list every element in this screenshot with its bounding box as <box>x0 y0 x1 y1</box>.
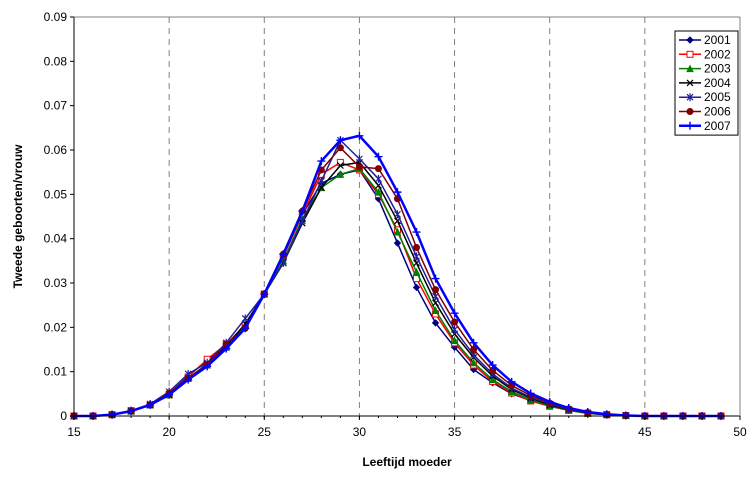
data-point <box>146 400 155 409</box>
y-tick-label: 0.02 <box>44 320 68 334</box>
y-tick-label: 0.03 <box>44 276 68 290</box>
data-point <box>355 131 364 140</box>
plot-area <box>74 17 740 416</box>
legend-label: 2006 <box>704 105 731 119</box>
data-point <box>336 162 344 169</box>
y-tick-label: 0 <box>60 409 67 423</box>
data-point <box>184 375 193 384</box>
grid-lines <box>168 17 646 416</box>
x-tick-label: 30 <box>353 425 367 439</box>
data-point <box>450 309 459 318</box>
data-point <box>412 267 421 276</box>
legend-label: 2005 <box>704 90 731 104</box>
data-point <box>241 324 250 333</box>
x-tick-label: 40 <box>543 425 557 439</box>
x-tick-label: 15 <box>67 425 81 439</box>
data-point <box>488 375 497 384</box>
data-point <box>451 325 458 334</box>
legend-marker <box>686 121 694 130</box>
legend-label: 2007 <box>704 119 731 133</box>
data-point <box>526 389 535 398</box>
data-point <box>356 154 363 163</box>
data-point <box>317 157 326 166</box>
legend-marker <box>686 93 694 102</box>
data-point <box>583 408 592 417</box>
x-tick-label: 35 <box>448 425 462 439</box>
data-point <box>469 338 478 347</box>
y-tick-label: 0.05 <box>44 187 68 201</box>
data-point <box>279 250 288 259</box>
legend-marker <box>686 64 694 73</box>
axes <box>70 16 741 420</box>
legend-label: 2002 <box>704 47 731 61</box>
data-point <box>413 244 421 252</box>
y-tick-label: 0.01 <box>44 365 68 379</box>
data-point <box>564 404 573 413</box>
data-point <box>450 336 459 345</box>
data-point <box>241 314 249 323</box>
data-point <box>336 170 345 178</box>
legend-label: 2004 <box>704 76 731 90</box>
data-point <box>298 216 306 225</box>
data-point <box>488 361 497 370</box>
data-point <box>432 286 440 294</box>
legend-marker <box>686 108 694 115</box>
data-point <box>336 144 344 152</box>
legend-marker <box>686 50 694 58</box>
data-point <box>412 228 421 237</box>
legend-label: 2003 <box>704 62 731 76</box>
data-point <box>374 152 383 161</box>
data-point <box>507 377 516 386</box>
data-point <box>393 227 402 236</box>
tick-labels: 0 0.01 0.02 0.03 0.04 0.05 0.06 0.07 0.08 0.09 15 2… <box>44 10 747 439</box>
data-point <box>431 319 440 327</box>
data-point <box>431 306 440 314</box>
data-point <box>545 397 554 406</box>
data-point <box>355 163 363 171</box>
data-point <box>317 177 325 186</box>
y-axis-label: Tweede geboorten/vrouw <box>11 144 25 288</box>
data-point <box>374 187 383 196</box>
y-tick-label: 0.08 <box>44 54 68 68</box>
x-tick-label: 20 <box>162 425 176 439</box>
data-point <box>203 362 212 371</box>
data-point <box>127 407 136 416</box>
data-point <box>260 290 269 299</box>
y-tick-label: 0.09 <box>44 10 68 24</box>
data-point <box>451 318 459 326</box>
data-point <box>222 344 231 353</box>
data-point <box>470 346 478 353</box>
y-tick-label: 0.06 <box>44 143 68 157</box>
data-point <box>336 136 345 145</box>
y-tick-label: 0.04 <box>44 232 68 246</box>
data-point <box>394 210 401 219</box>
y-tick-label: 0.07 <box>44 99 68 113</box>
data-point <box>413 252 420 261</box>
x-axis-label: Leeftijd moeder <box>362 455 452 469</box>
data-point <box>393 239 402 247</box>
legend-marker <box>686 79 694 87</box>
x-tick-label: 50 <box>733 425 747 439</box>
data-point <box>375 174 382 183</box>
data-point <box>469 358 478 367</box>
x-tick-label: 25 <box>258 425 272 439</box>
data-point <box>298 207 307 216</box>
data-point <box>393 188 402 197</box>
series-lines <box>70 131 725 420</box>
x-tick-label: 45 <box>638 425 652 439</box>
data-point <box>374 165 382 173</box>
legend-marker <box>686 36 694 44</box>
data-point <box>431 274 440 283</box>
data-point <box>412 283 421 292</box>
data-point <box>165 390 174 399</box>
legend-label: 2001 <box>704 33 731 47</box>
